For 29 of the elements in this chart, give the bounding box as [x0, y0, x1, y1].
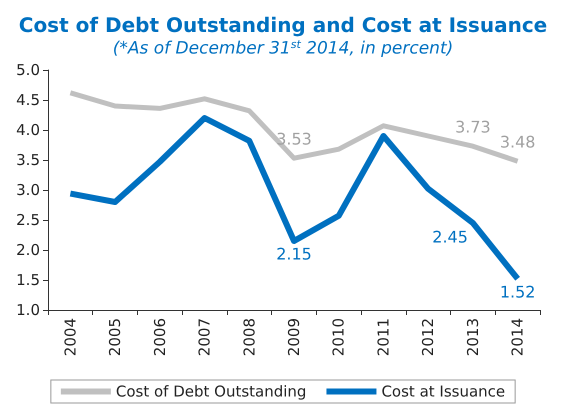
- data-label: 3.53: [276, 130, 312, 149]
- y-tick-label: 4.5: [16, 91, 40, 109]
- data-label: 3.48: [500, 132, 536, 152]
- legend-label: Cost at Issuance: [381, 382, 506, 400]
- x-tick-label: 2008: [240, 318, 258, 356]
- y-tick-label: 3.5: [16, 151, 40, 169]
- x-tick-label: 2004: [61, 318, 80, 356]
- y-tick-label: 3.0: [16, 181, 40, 199]
- data-label: 1.52: [500, 282, 536, 302]
- legend-label: Cost of Debt Outstanding: [116, 382, 306, 400]
- data-label: 2.45: [432, 228, 468, 246]
- x-tick-label: 2006: [150, 318, 169, 356]
- y-tick-label: 4.0: [16, 121, 40, 139]
- y-tick-label: 2.0: [16, 241, 40, 259]
- x-tick-label: 2009: [285, 318, 303, 356]
- y-tick-label: 5.0: [16, 61, 40, 79]
- x-tick-label: 2013: [464, 318, 482, 356]
- x-tick-label: 2010: [330, 318, 348, 356]
- data-label: 2.15: [276, 244, 312, 264]
- x-tick-label: 2011: [374, 318, 392, 356]
- x-tick-label: 2007: [196, 318, 214, 356]
- x-tick-label: 2005: [106, 318, 124, 356]
- chart-title: Cost of Debt Outstanding and Cost at Issuance: [18, 13, 548, 37]
- y-tick-label: 1.0: [16, 301, 40, 319]
- y-tick-label: 2.5: [16, 211, 40, 229]
- x-tick-label: 2012: [419, 318, 438, 356]
- x-tick-label: 2014: [508, 318, 527, 356]
- y-tick-label: 1.5: [16, 271, 40, 289]
- data-label: 3.73: [455, 118, 491, 137]
